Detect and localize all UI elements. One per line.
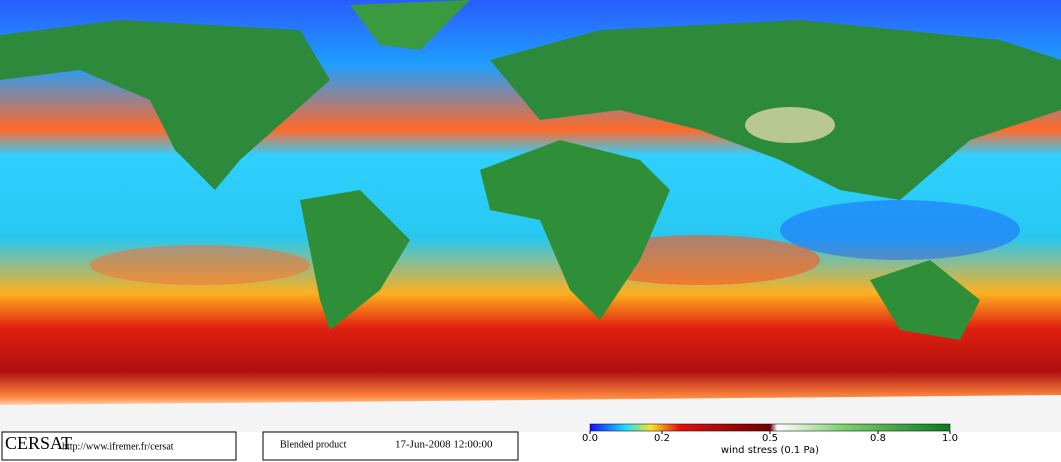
logo: CERSAT (5, 433, 72, 453)
date: 17-Jun-2008 12:00:00 (395, 439, 493, 451)
colorbar: wind stress (0.1 Pa) 0.0 0.2 0.5 0.8 1.0 (582, 423, 958, 456)
url: http://www.ifremer.fr/cersat (62, 441, 174, 452)
colorbar-tick-label: 0.0 (582, 433, 598, 444)
product: Blended product (280, 439, 347, 450)
map (0, 0, 1061, 432)
colorbar-tick-label: 1.0 (942, 433, 958, 444)
colorbar-tick-label: 0.2 (654, 433, 670, 444)
credit-box (1, 431, 237, 461)
colorbar-tick-label: 0.8 (870, 433, 886, 444)
colorbar-tick-label: 0.5 (762, 433, 778, 444)
product-box (262, 431, 519, 461)
footer: CERSAT http://www.ifremer.fr/cersat Blen… (0, 431, 1061, 462)
colorbar-label: wind stress (0.1 Pa) (721, 445, 819, 456)
